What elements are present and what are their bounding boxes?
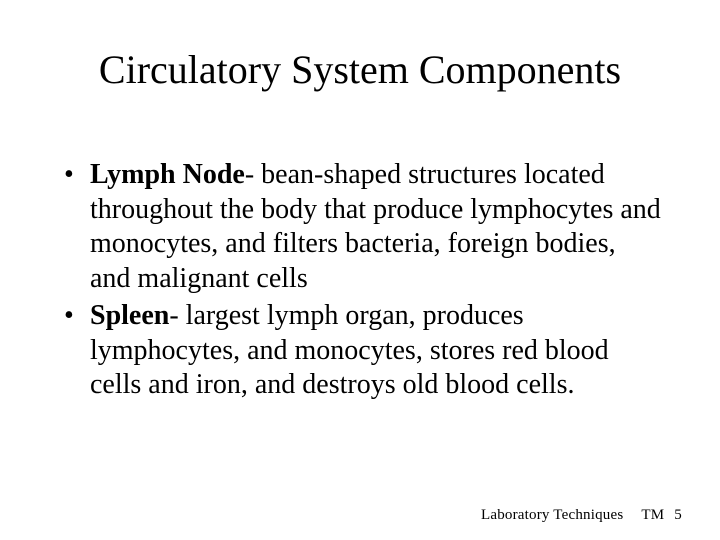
slide: Circulatory System Components Lymph Node… — [0, 0, 720, 540]
slide-body: Lymph Node- bean-shaped structures locat… — [62, 158, 662, 405]
bullet-list: Lymph Node- bean-shaped structures locat… — [62, 158, 662, 403]
list-item: Lymph Node- bean-shaped structures locat… — [62, 158, 662, 297]
term-label: Lymph Node — [90, 159, 245, 190]
footer-tm-label: TM — [641, 507, 664, 523]
term-label: Spleen — [90, 300, 169, 331]
footer-course-label: Laboratory Techniques — [481, 507, 623, 523]
footer-page-number: 5 — [674, 507, 682, 523]
slide-title: Circulatory System Components — [0, 46, 720, 93]
list-item: Spleen- largest lymph organ, produces ly… — [62, 299, 662, 403]
slide-footer: Laboratory Techniques TM 5 — [481, 507, 682, 524]
